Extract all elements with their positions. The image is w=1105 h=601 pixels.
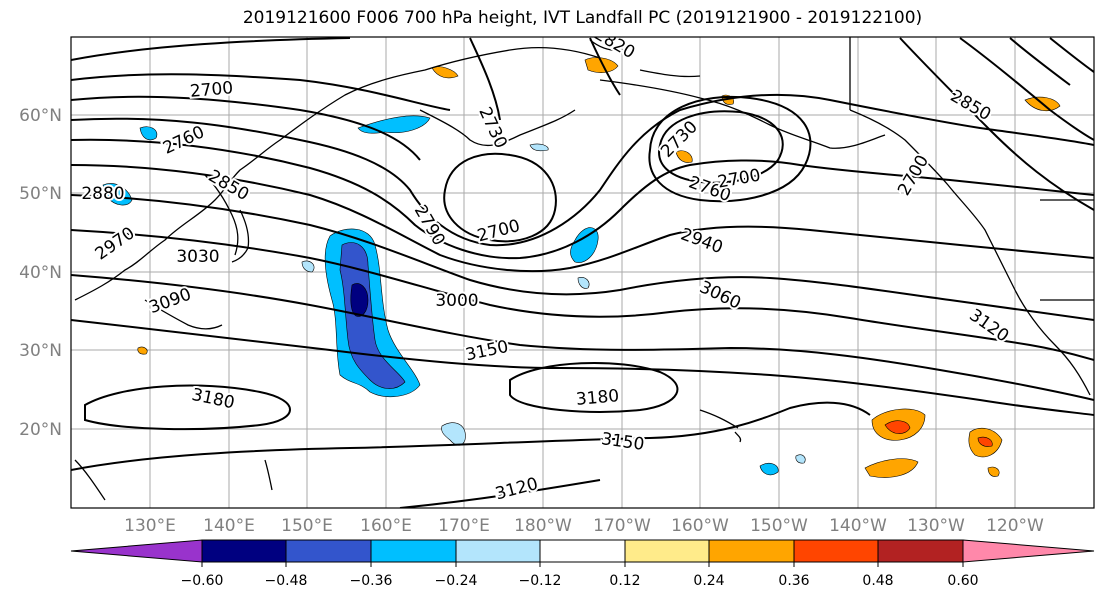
contour-label: 2970 — [92, 223, 139, 264]
lon-label: 160°E — [360, 516, 412, 536]
colorbar-cell — [285, 539, 372, 563]
contour-label: 3000 — [435, 291, 478, 311]
colorbar-cell — [793, 539, 879, 563]
contour-label: 3150 — [600, 429, 646, 455]
contour-3180-east — [509, 362, 679, 413]
contour-label: 2700 — [716, 165, 762, 192]
lon-label: 140°E — [203, 516, 255, 536]
lon-label: 140°W — [829, 516, 887, 536]
colorbar-tick-label: −0.24 — [435, 573, 478, 589]
lon-label: 170°E — [438, 516, 490, 536]
contour-3180-west — [84, 384, 291, 431]
lat-label-20n: 20°N — [19, 420, 62, 440]
ivt-negative-core — [339, 242, 406, 389]
map-frame — [70, 36, 1095, 509]
contour-label: 2760 — [160, 122, 208, 158]
lon-label: 180°W — [514, 516, 572, 536]
ivt-positive — [137, 57, 1061, 478]
colorbar-extend-high — [962, 539, 1095, 563]
colorbar-extend-low — [70, 539, 203, 563]
lat-label-30n: 30°N — [19, 341, 62, 361]
colorbar-ticks — [201, 562, 964, 567]
colorbar-cell — [624, 539, 710, 563]
lon-label: 150°W — [750, 516, 808, 536]
colorbar-tick-label: 0.60 — [947, 573, 978, 589]
lat-label-60n: 60°N — [19, 106, 62, 126]
colorbar-tick-label: 0.48 — [862, 573, 893, 589]
lon-label: 130°E — [124, 516, 176, 536]
colorbar: −0.60 −0.48 −0.36 −0.24 −0.12 0.12 0.24 … — [70, 539, 1095, 589]
contour-label: 3090 — [147, 285, 194, 319]
contour-label: 3030 — [176, 247, 219, 267]
lon-label: 170°W — [593, 516, 651, 536]
height-contours — [71, 37, 1094, 508]
colorbar-tick-label: −0.60 — [181, 573, 224, 589]
colorbar-tick-label: 0.12 — [609, 573, 640, 589]
colorbar-cell — [201, 539, 287, 563]
lon-labels: 130°E 140°E 150°E 160°E 170°E 180°W 170°… — [124, 516, 1044, 536]
lat-label-40n: 40°N — [19, 263, 62, 283]
contour-label: 2700 — [189, 78, 234, 102]
contour-label: 2850 — [947, 86, 994, 125]
contour-low-alaska-outer — [648, 95, 812, 203]
gridlines — [71, 37, 1094, 508]
lat-labels: 20°N 30°N 40°N 50°N 60°N — [19, 106, 62, 440]
colorbar-tick-label: 0.24 — [693, 573, 724, 589]
colorbar-tick-label: −0.12 — [519, 573, 562, 589]
map-title: 2019121600 F006 700 hPa height, IVT Land… — [242, 8, 923, 28]
contour-low-center — [443, 152, 557, 243]
lon-label: 160°W — [671, 516, 729, 536]
ivt-negative-max — [350, 283, 369, 317]
colorbar-cell — [455, 539, 541, 563]
coastlines — [74, 37, 1094, 501]
ivt-shading — [102, 115, 806, 476]
colorbar-tick-labels: −0.60 −0.48 −0.36 −0.24 −0.12 0.12 0.24 … — [181, 573, 979, 589]
contour-low-alaska-inner — [658, 110, 784, 184]
contour-label: 2880 — [81, 184, 124, 204]
colorbar-cell — [370, 539, 457, 563]
colorbar-tick-label: −0.36 — [350, 573, 393, 589]
lon-label: 150°E — [281, 516, 333, 536]
colorbar-tick-label: 0.36 — [778, 573, 809, 589]
colorbar-tick-label: −0.48 — [265, 573, 308, 589]
contour-label-group: 2700 2760 2880 2850 2970 3030 3090 2730 … — [79, 37, 1014, 506]
contour-label: 3120 — [493, 474, 540, 505]
contour-label: 3180 — [575, 386, 620, 410]
contour-label: 3150 — [464, 337, 510, 366]
colorbar-cell — [539, 539, 626, 563]
colorbar-cell — [708, 539, 795, 563]
colorbar-cell — [877, 539, 964, 563]
lat-label-50n: 50°N — [19, 184, 62, 204]
lon-label: 120°W — [986, 516, 1044, 536]
lon-label: 130°W — [907, 516, 965, 536]
